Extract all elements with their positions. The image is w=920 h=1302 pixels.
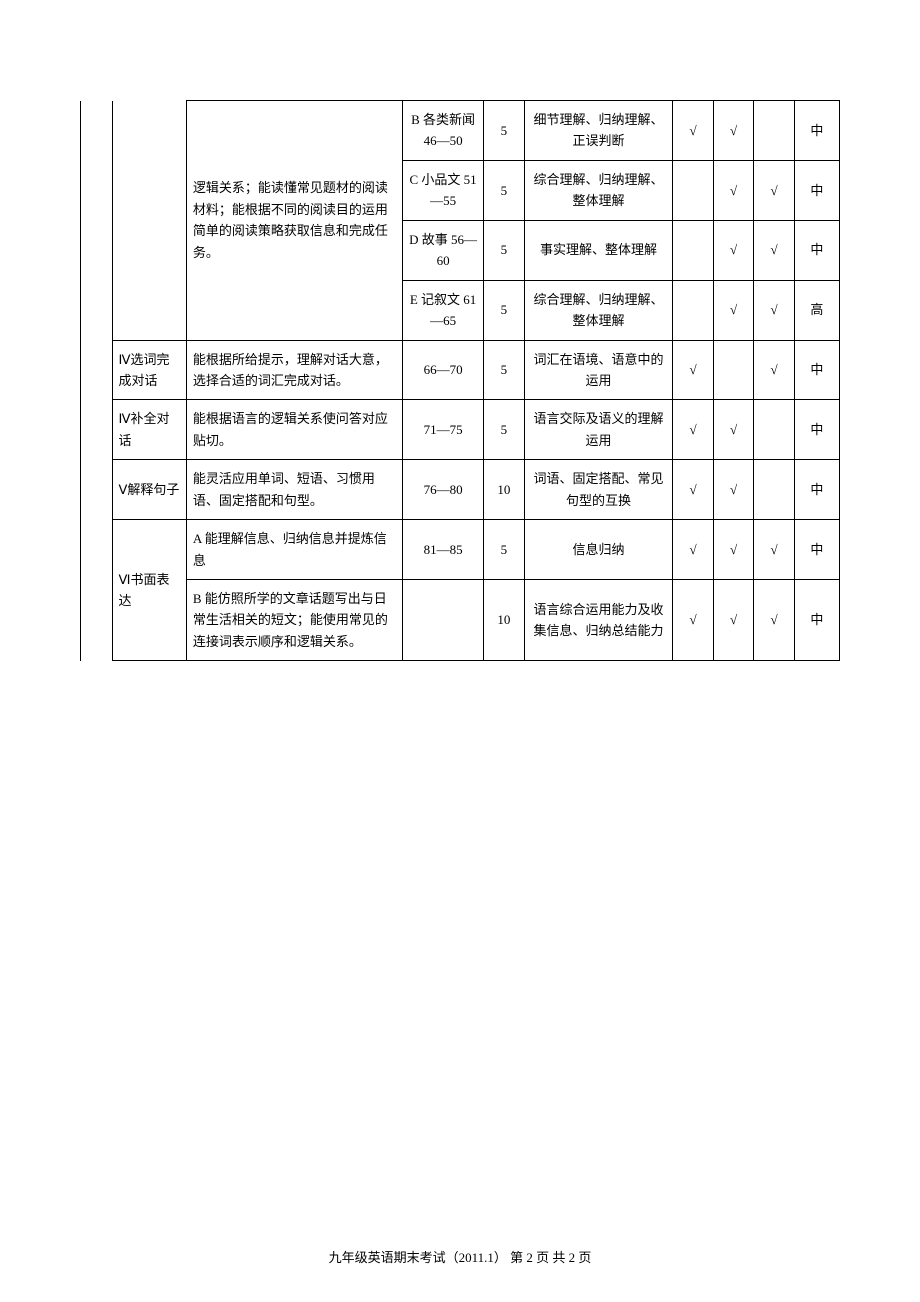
cell-points: 5 — [484, 340, 525, 400]
cell-item: 71—75 — [403, 400, 484, 460]
table-row: 逻辑关系；能读懂常见题材的阅读材料；能根据不同的阅读目的运用简单的阅读策略获取信… — [81, 101, 840, 161]
cell-check — [673, 160, 714, 220]
cell-section: Ⅳ选词完成对话 — [112, 340, 186, 400]
cell-points: 5 — [484, 220, 525, 280]
cell-diff: 中 — [794, 340, 839, 400]
cell-check — [713, 340, 754, 400]
cell-desc: 能灵活应用单词、短语、习惯用语、固定搭配和句型。 — [186, 460, 402, 520]
cell-desc: 能根据语言的逻辑关系使问答对应贴切。 — [186, 400, 402, 460]
cell-points: 5 — [484, 520, 525, 580]
cell-desc: A 能理解信息、归纳信息并提炼信息 — [186, 520, 402, 580]
exam-spec-table: 逻辑关系；能读懂常见题材的阅读材料；能根据不同的阅读目的运用简单的阅读策略获取信… — [80, 100, 840, 661]
cell-check: √ — [673, 101, 714, 161]
page-footer: 九年级英语期末考试（2011.1） 第 2 页 共 2 页 — [0, 1247, 920, 1266]
cell-check: √ — [754, 520, 795, 580]
cell-diff: 高 — [794, 280, 839, 340]
cell-section: Ⅳ补全对话 — [112, 400, 186, 460]
table-row: Ⅳ补全对话 能根据语言的逻辑关系使问答对应贴切。 71—75 5 语言交际及语义… — [81, 400, 840, 460]
cell-check: √ — [713, 520, 754, 580]
cell-item: 66—70 — [403, 340, 484, 400]
cell-desc: B 能仿照所学的文章话题写出与日常生活相关的短文；能使用常见的连接词表示顺序和逻… — [186, 580, 402, 661]
cell-points: 5 — [484, 160, 525, 220]
cell-item: E 记叙文 61—65 — [403, 280, 484, 340]
cell-item: C 小品文 51—55 — [403, 160, 484, 220]
cell-ability: 语言综合运用能力及收集信息、归纳总结能力 — [524, 580, 673, 661]
cell-check: √ — [713, 160, 754, 220]
cell-blank — [112, 101, 186, 341]
cell-diff: 中 — [794, 160, 839, 220]
cell-blank — [81, 101, 113, 661]
cell-item: D 故事 56—60 — [403, 220, 484, 280]
cell-ability: 信息归纳 — [524, 520, 673, 580]
cell-ability: 词汇在语境、语意中的运用 — [524, 340, 673, 400]
cell-item: 81—85 — [403, 520, 484, 580]
cell-desc: 能根据所给提示，理解对话大意，选择合适的词汇完成对话。 — [186, 340, 402, 400]
cell-ability: 综合理解、归纳理解、整体理解 — [524, 280, 673, 340]
cell-check: √ — [754, 340, 795, 400]
cell-check: √ — [713, 580, 754, 661]
cell-ability: 事实理解、整体理解 — [524, 220, 673, 280]
cell-check: √ — [673, 460, 714, 520]
cell-points: 5 — [484, 280, 525, 340]
table-row: Ⅵ书面表达 A 能理解信息、归纳信息并提炼信息 81—85 5 信息归纳 √ √… — [81, 520, 840, 580]
cell-check: √ — [713, 220, 754, 280]
cell-points: 5 — [484, 400, 525, 460]
cell-check: √ — [754, 220, 795, 280]
cell-check — [754, 400, 795, 460]
cell-check — [673, 220, 714, 280]
cell-check — [754, 101, 795, 161]
cell-diff: 中 — [794, 580, 839, 661]
cell-ability: 词语、固定搭配、常见句型的互换 — [524, 460, 673, 520]
table-row: Ⅳ选词完成对话 能根据所给提示，理解对话大意，选择合适的词汇完成对话。 66—7… — [81, 340, 840, 400]
cell-diff: 中 — [794, 101, 839, 161]
cell-points: 10 — [484, 460, 525, 520]
cell-item: 76—80 — [403, 460, 484, 520]
cell-check: √ — [713, 101, 754, 161]
cell-section: Ⅵ书面表达 — [112, 520, 186, 661]
cell-check — [754, 460, 795, 520]
cell-check: √ — [754, 160, 795, 220]
cell-check: √ — [754, 580, 795, 661]
cell-ability: 细节理解、归纳理解、正误判断 — [524, 101, 673, 161]
cell-section: Ⅴ解释句子 — [112, 460, 186, 520]
cell-points: 5 — [484, 101, 525, 161]
table-row: Ⅴ解释句子 能灵活应用单词、短语、习惯用语、固定搭配和句型。 76—80 10 … — [81, 460, 840, 520]
cell-check: √ — [754, 280, 795, 340]
cell-check: √ — [713, 400, 754, 460]
cell-diff: 中 — [794, 220, 839, 280]
cell-item: B 各类新闻 46—50 — [403, 101, 484, 161]
cell-desc: 逻辑关系；能读懂常见题材的阅读材料；能根据不同的阅读目的运用简单的阅读策略获取信… — [186, 101, 402, 341]
cell-ability: 语言交际及语义的理解运用 — [524, 400, 673, 460]
cell-check: √ — [673, 340, 714, 400]
cell-item — [403, 580, 484, 661]
cell-check: √ — [713, 280, 754, 340]
cell-diff: 中 — [794, 460, 839, 520]
cell-ability: 综合理解、归纳理解、整体理解 — [524, 160, 673, 220]
cell-diff: 中 — [794, 400, 839, 460]
cell-check: √ — [673, 400, 714, 460]
cell-check: √ — [713, 460, 754, 520]
cell-check: √ — [673, 580, 714, 661]
table-row: B 能仿照所学的文章话题写出与日常生活相关的短文；能使用常见的连接词表示顺序和逻… — [81, 580, 840, 661]
cell-points: 10 — [484, 580, 525, 661]
document-page: 逻辑关系；能读懂常见题材的阅读材料；能根据不同的阅读目的运用简单的阅读策略获取信… — [0, 0, 920, 1302]
cell-check — [673, 280, 714, 340]
cell-diff: 中 — [794, 520, 839, 580]
cell-check: √ — [673, 520, 714, 580]
